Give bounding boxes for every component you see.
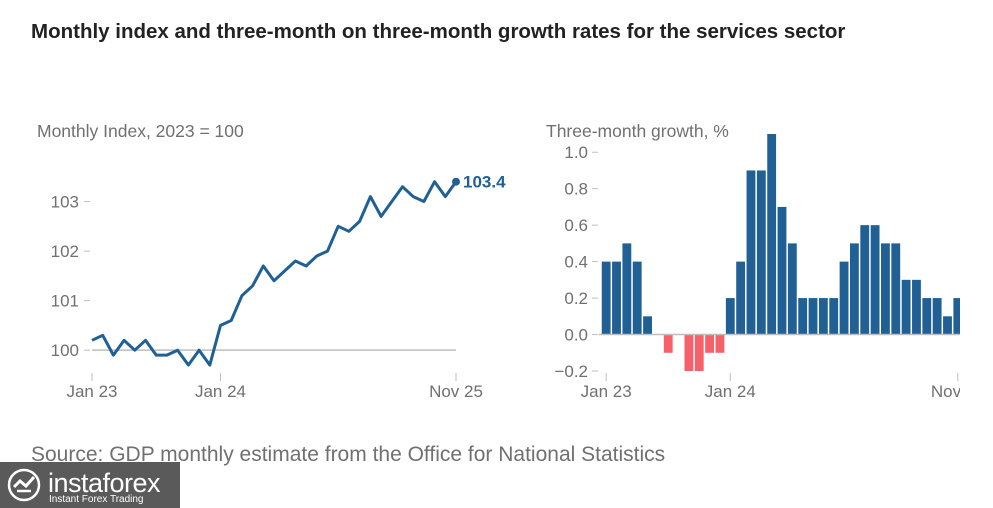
y-tick-label: 0.4 bbox=[564, 253, 588, 272]
x-tick-label: Jan 23 bbox=[581, 382, 632, 401]
growth-bar bbox=[901, 279, 911, 335]
growth-bar bbox=[860, 225, 870, 335]
growth-bar bbox=[684, 334, 694, 371]
end-value-label: 103.4 bbox=[463, 173, 506, 192]
growth-bar bbox=[953, 298, 960, 335]
growth-bar bbox=[849, 243, 859, 335]
growth-bar bbox=[756, 170, 766, 335]
index-series-line bbox=[91, 180, 458, 367]
growth-bar bbox=[694, 334, 704, 371]
x-tick-label: Jan 24 bbox=[195, 382, 246, 401]
growth-bar bbox=[643, 316, 652, 335]
instaforex-logo-icon bbox=[7, 468, 41, 502]
chart-title: Monthly index and three-month on three-m… bbox=[31, 20, 846, 43]
growth-bar bbox=[839, 261, 849, 335]
growth-bar bbox=[777, 206, 787, 335]
line-chart-title: Monthly Index, 2023 = 100 bbox=[37, 121, 244, 141]
instaforex-logo: instaforex Instant Forex Trading bbox=[0, 462, 180, 508]
growth-bar bbox=[601, 261, 611, 335]
growth-bar bbox=[715, 334, 725, 353]
growth-bar bbox=[736, 261, 746, 335]
growth-bar bbox=[787, 243, 797, 335]
logo-name: instaforex bbox=[48, 468, 161, 498]
y-tick-label: 101 bbox=[51, 292, 79, 311]
source-note: Source: GDP monthly estimate from the Of… bbox=[31, 443, 666, 466]
growth-bar bbox=[725, 298, 735, 335]
line-chart: Monthly Index, 2023 = 100 100 101 102 103 Jan… bbox=[37, 121, 506, 401]
growth-bar bbox=[705, 334, 715, 353]
growth-bar bbox=[746, 170, 756, 335]
x-tick-label: Jan 23 bbox=[66, 382, 117, 401]
y-tick-label: 0.0 bbox=[564, 326, 588, 345]
x-tick-label: Jan 24 bbox=[705, 382, 756, 401]
growth-bar bbox=[829, 298, 839, 335]
y-tick-label: 100 bbox=[51, 341, 79, 360]
y-tick-label: 102 bbox=[51, 242, 79, 261]
growth-bar bbox=[663, 334, 673, 353]
growth-bar bbox=[612, 261, 621, 335]
growth-bar bbox=[818, 298, 828, 335]
growth-bar bbox=[798, 298, 808, 335]
logo-tagline: Instant Forex Trading bbox=[49, 494, 144, 505]
growth-bar bbox=[932, 298, 942, 335]
growth-bar bbox=[922, 298, 932, 335]
x-tick-label: Nov 25 bbox=[931, 382, 960, 401]
end-point-marker bbox=[452, 177, 460, 186]
growth-bar bbox=[632, 261, 642, 335]
y-tick-label: 0.2 bbox=[564, 289, 588, 308]
growth-bar bbox=[891, 243, 901, 335]
growth-bar bbox=[943, 316, 952, 335]
y-tick-label: −0.2 bbox=[554, 362, 588, 381]
growth-bar bbox=[622, 243, 632, 335]
bar-chart: Three-month growth, % −0.2 0.0 0.2 0.4 0.6 0.8… bbox=[546, 121, 960, 401]
growth-bar bbox=[767, 134, 777, 335]
y-tick-label: 1.0 bbox=[564, 143, 588, 162]
y-tick-label: 0.6 bbox=[564, 216, 588, 235]
growth-bar bbox=[881, 243, 890, 335]
y-tick-label: 103 bbox=[51, 193, 79, 212]
bar-chart-title: Three-month growth, % bbox=[546, 121, 729, 141]
growth-bar bbox=[870, 225, 880, 335]
growth-bar bbox=[912, 279, 921, 335]
growth-bar bbox=[808, 298, 818, 335]
y-tick-label: 0.8 bbox=[564, 180, 588, 199]
x-tick-label: Nov 25 bbox=[429, 382, 483, 401]
